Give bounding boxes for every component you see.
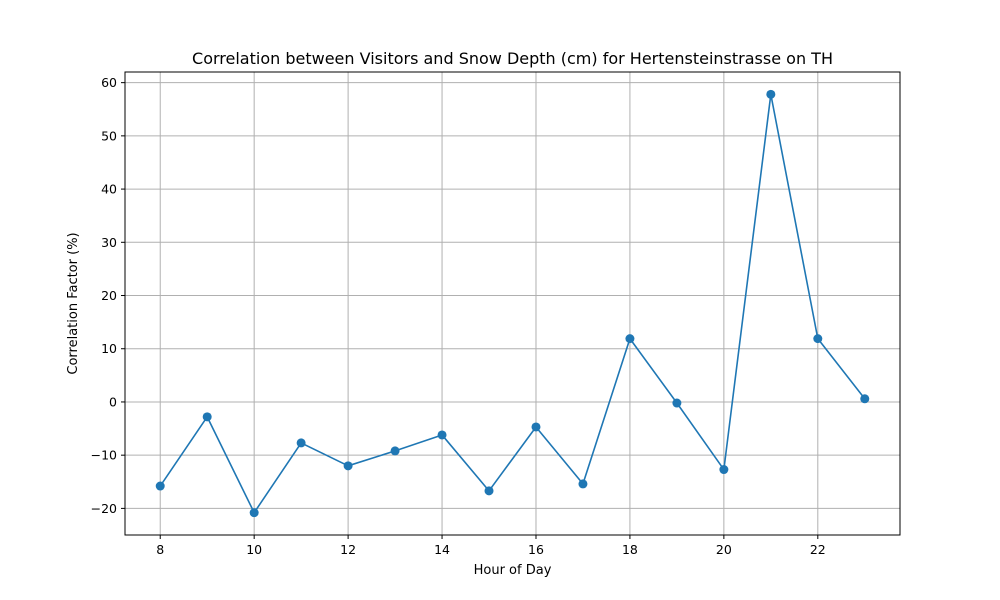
x-tick-label: 12	[340, 542, 356, 557]
x-tick-label: 8	[156, 542, 164, 557]
x-tick-label: 10	[246, 542, 262, 557]
data-point	[672, 398, 682, 408]
data-point	[484, 486, 494, 496]
data-point	[625, 334, 635, 344]
data-point	[578, 479, 588, 489]
data-point	[343, 461, 353, 471]
x-tick-label: 14	[434, 542, 450, 557]
y-tick-label: −20	[91, 501, 117, 516]
y-axis-label: Correlation Factor (%)	[66, 232, 81, 374]
y-tick-label: 0	[109, 394, 117, 409]
y-tick-label: 60	[101, 75, 117, 90]
data-point	[296, 438, 306, 448]
data-point	[813, 334, 823, 344]
y-tick-label: −10	[91, 448, 117, 463]
data-point	[202, 412, 212, 422]
plot-frame	[124, 71, 901, 536]
data-point	[249, 508, 259, 518]
series-layer	[155, 89, 870, 518]
x-tick-label: 20	[716, 542, 732, 557]
data-point	[437, 430, 447, 440]
y-tick-label: 30	[101, 235, 117, 250]
series-line	[159, 93, 866, 514]
chart-title: Correlation between Visitors and Snow De…	[192, 49, 833, 68]
data-point	[766, 89, 776, 99]
x-tick-label: 18	[622, 542, 638, 557]
y-tick-label: 50	[101, 128, 117, 143]
y-axis: −20 −10 0 10 20 30 40 50 60	[91, 75, 125, 516]
y-tick-label: 20	[101, 288, 117, 303]
y-tick-label: 40	[101, 182, 117, 197]
grid	[125, 72, 900, 535]
x-axis-label: Hour of Day	[474, 563, 552, 578]
x-tick-label: 22	[810, 542, 826, 557]
y-tick-label: 10	[101, 341, 117, 356]
data-point	[719, 465, 729, 475]
x-tick-label: 16	[528, 542, 544, 557]
data-point	[390, 446, 400, 456]
data-point	[860, 394, 870, 404]
data-point	[155, 481, 165, 491]
data-point	[531, 422, 541, 432]
x-axis: 8 10 12 14 16 18 20 22	[156, 535, 826, 557]
